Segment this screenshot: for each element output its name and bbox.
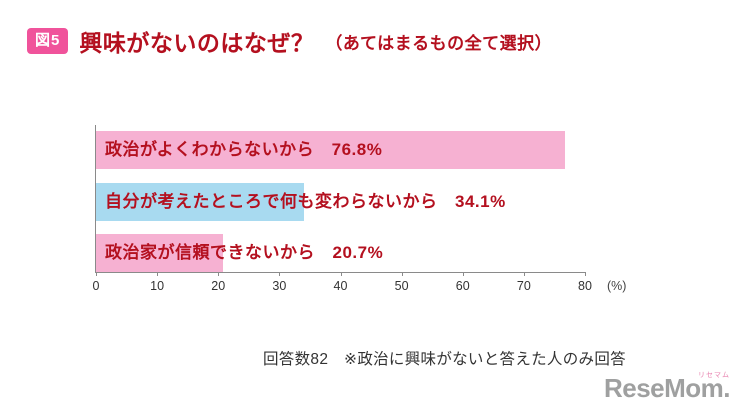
x-axis-unit-label: (%): [607, 279, 627, 293]
bar: [96, 183, 305, 221]
x-tick-label: 50: [394, 279, 409, 293]
chart-header: 図5 興味がないのはなぜ？ （あてはまるもの全て選択）: [27, 24, 552, 58]
bar-row: 政治家が信頼できないから 20.7%: [96, 234, 585, 272]
x-tick-label: 10: [150, 279, 165, 293]
x-tick-mark: [462, 272, 464, 276]
bar-label: 政治家が信頼できないから 20.7%: [105, 243, 384, 262]
plot-area: (%) 政治がよくわからないから 76.8% 自分が考えたところで何も変わらないか…: [93, 125, 626, 293]
x-tick-mark: [157, 272, 159, 276]
x-tick-label: 60: [455, 279, 470, 293]
x-tick-mark: [340, 272, 342, 276]
response-count-note: 回答数82 ※政治に興味がないと答えた人のみ回答: [263, 351, 626, 368]
figure-number-badge: 図5: [27, 28, 69, 54]
resemom-logo: ReseMom. リセマム: [603, 372, 731, 404]
bar-label: 政治がよくわからないから 76.8%: [105, 140, 383, 159]
bar: [96, 234, 223, 272]
bar: [96, 131, 566, 169]
x-tick-label: 80: [578, 279, 592, 293]
bar-label: 自分が考えたところで何も変わらないから 34.1%: [105, 192, 506, 211]
x-tick-mark: [585, 272, 586, 276]
x-tick-mark: [279, 272, 281, 276]
x-tick-mark: [401, 272, 403, 276]
x-tick-label: 70: [516, 279, 531, 293]
bar-row: 自分が考えたところで何も変わらないから 34.1%: [96, 183, 585, 221]
x-tick-label: 0: [92, 279, 100, 293]
x-tick-label: 30: [272, 279, 287, 293]
x-tick-label: 40: [333, 279, 348, 293]
bar-row: 政治がよくわからないから 76.8%: [96, 131, 585, 169]
chart-title: 興味がないのはなぜ？: [79, 30, 315, 56]
chart-title-note: （あてはまるもの全て選択）: [325, 33, 553, 53]
resemom-logo-katakana: リセマム: [698, 372, 730, 379]
resemom-logo-text: ReseMom.: [603, 373, 731, 403]
x-tick-mark: [218, 272, 220, 276]
x-tick-mark: [96, 272, 97, 276]
x-tick-label: 20: [211, 279, 226, 293]
x-tick-mark: [523, 272, 525, 276]
